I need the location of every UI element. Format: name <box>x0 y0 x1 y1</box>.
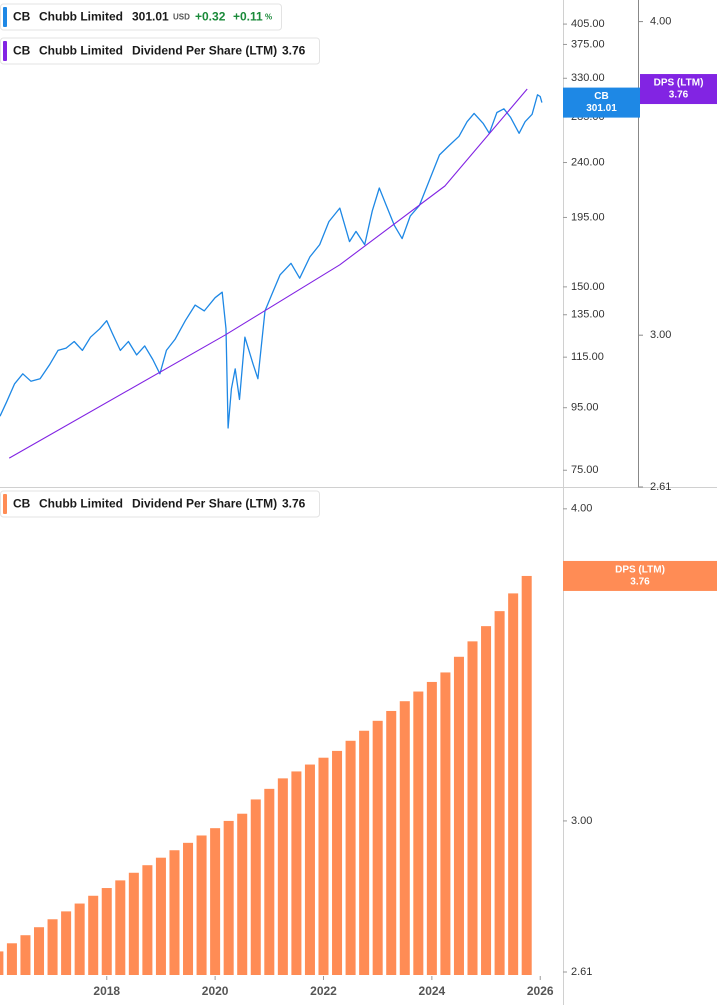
legend-value: 3.76 <box>282 497 306 511</box>
legend-symbol: CB <box>13 497 31 511</box>
bar <box>386 710 397 975</box>
y2-tick-label: 2.61 <box>650 481 671 493</box>
legend-swatch <box>3 41 7 61</box>
y-tick-label: 115.00 <box>571 351 604 363</box>
x-tick-label: 2020 <box>202 984 229 998</box>
value-box <box>563 87 640 118</box>
bar <box>291 771 302 975</box>
value-box-value: 301.01 <box>586 103 617 114</box>
bar <box>508 593 519 975</box>
legend-name: Dividend Per Share (LTM) <box>132 497 277 511</box>
bar <box>61 911 72 975</box>
bar <box>237 813 248 975</box>
x-tick-label: 2022 <box>310 984 337 998</box>
legend-box <box>0 3 282 31</box>
bar <box>264 788 275 975</box>
legend-currency: USD <box>173 13 190 22</box>
value-box <box>563 560 717 591</box>
bar <box>521 575 532 975</box>
bar <box>169 850 180 975</box>
y2-tick-label: 4.00 <box>650 15 671 27</box>
bar <box>183 842 194 975</box>
bar <box>34 927 45 975</box>
series-line <box>0 94 543 429</box>
bar <box>413 691 424 975</box>
legend-change-pct: +0.11 <box>233 10 263 24</box>
legend-pct-sign: % <box>265 13 272 22</box>
bar <box>6 943 17 975</box>
bar <box>453 656 464 975</box>
y-tick-label: 75.00 <box>571 464 599 476</box>
y-tick-label: 95.00 <box>571 402 599 414</box>
value-box-value: 3.76 <box>630 577 650 588</box>
x-tick-label: 2026 <box>527 984 554 998</box>
value-box-label: CB <box>594 91 608 102</box>
bar <box>74 903 85 975</box>
bar <box>467 641 478 975</box>
bar <box>101 888 112 975</box>
y-tick-label: 135.00 <box>571 309 605 321</box>
y-tick-label: 2.61 <box>571 966 592 978</box>
bar <box>304 764 315 975</box>
bar <box>440 672 451 975</box>
bar <box>115 880 126 975</box>
bar <box>20 935 31 975</box>
legend-swatch <box>3 7 7 27</box>
bar <box>155 857 166 975</box>
legend-symbol: CB <box>13 10 31 24</box>
y-tick-label: 240.00 <box>571 156 605 168</box>
bar <box>372 720 383 975</box>
series-line <box>8 88 528 459</box>
bar <box>318 757 329 975</box>
legend-company: Chubb Limited <box>39 497 123 511</box>
bar <box>0 951 4 975</box>
bar <box>210 828 221 975</box>
legend-name: Chubb Limited <box>39 10 123 24</box>
bar <box>345 740 356 975</box>
legend-value: 3.76 <box>282 44 306 58</box>
bar <box>223 820 234 975</box>
legend-name: Dividend Per Share (LTM) <box>132 44 277 58</box>
legend-box <box>0 37 320 65</box>
legend-box <box>0 490 320 518</box>
legend-company: Chubb Limited <box>39 44 123 58</box>
legend-price: 301.01 <box>132 10 169 24</box>
legend-swatch <box>3 494 7 514</box>
bar <box>88 895 99 975</box>
value-box-label: DPS (LTM) <box>615 565 665 576</box>
y2-tick-label: 3.00 <box>650 329 671 341</box>
bar <box>196 835 207 975</box>
bar <box>359 730 370 975</box>
bar <box>481 626 492 975</box>
bar <box>426 681 437 975</box>
value-box-value: 3.76 <box>669 90 689 101</box>
bar <box>142 865 153 975</box>
x-tick-label: 2024 <box>419 984 446 998</box>
plot-area <box>0 88 543 459</box>
bar <box>250 799 261 975</box>
bar <box>494 611 505 975</box>
y-tick-label: 4.00 <box>571 503 592 515</box>
legend-change: +0.32 <box>195 10 226 24</box>
y-tick-label: 405.00 <box>571 18 605 30</box>
y-tick-label: 330.00 <box>571 72 605 84</box>
plot-area <box>0 575 532 975</box>
bar <box>277 778 288 975</box>
legend-symbol: CB <box>13 44 31 58</box>
bar <box>47 919 58 975</box>
x-tick-label: 2018 <box>93 984 120 998</box>
y-tick-label: 3.00 <box>571 815 592 827</box>
bar <box>332 750 343 975</box>
y-tick-label: 375.00 <box>571 38 605 50</box>
value-box <box>640 74 717 105</box>
value-box-label: DPS (LTM) <box>654 78 704 89</box>
y-tick-label: 195.00 <box>571 211 605 223</box>
bar <box>399 701 410 975</box>
bar <box>128 872 139 975</box>
y-tick-label: 150.00 <box>571 281 605 293</box>
